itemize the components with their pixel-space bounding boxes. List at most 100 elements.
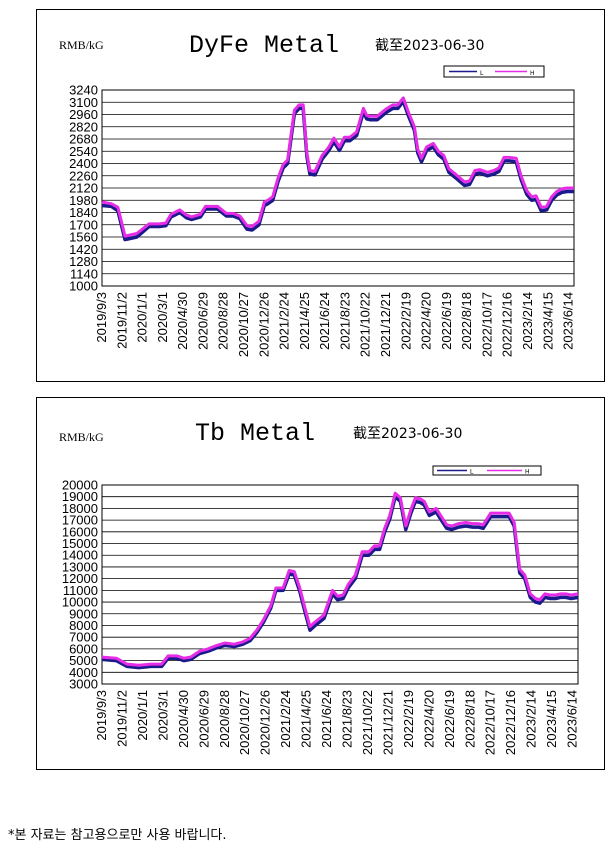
x-tick-label: 2022/2/19 xyxy=(401,690,416,748)
y-tick-label: 1000 xyxy=(69,279,98,294)
y-tick-label: 20000 xyxy=(62,478,98,493)
x-tick-label: 2023/2/14 xyxy=(520,292,535,350)
y-tick-label: 10000 xyxy=(62,595,98,610)
y-tick-label: 2540 xyxy=(69,144,98,159)
x-tick-label: 2020/6/29 xyxy=(195,292,210,350)
y-tick-label: 8000 xyxy=(69,618,98,633)
x-tick-label: 2021/8/23 xyxy=(340,690,355,748)
plot-frame xyxy=(101,484,579,685)
tb-title: Tb Metal xyxy=(195,419,315,448)
y-tick-label: 2820 xyxy=(69,119,98,134)
x-tick-label: 2022/2/19 xyxy=(398,292,413,350)
dyfe-subtitle: 截至2023-06-30 xyxy=(375,38,484,54)
y-tick-label: 2680 xyxy=(69,132,98,147)
tb-legend: L H xyxy=(432,465,542,476)
legend-label-h: H xyxy=(525,469,530,476)
x-tick-label: 2021/6/24 xyxy=(317,292,332,350)
x-tick-label: 2022/12/16 xyxy=(503,690,518,755)
y-tick-label: 1280 xyxy=(69,254,98,269)
x-tick-label: 2019/11/2 xyxy=(114,690,129,747)
x-tick-label: 2020/10/27 xyxy=(236,292,251,357)
y-tick-label: 1980 xyxy=(69,193,98,208)
y-tick-label: 17000 xyxy=(62,513,98,528)
x-tick-label: 2020/1/1 xyxy=(135,690,150,741)
legend-label-l: L xyxy=(470,469,474,476)
x-tick-label: 2022/6/19 xyxy=(442,690,457,748)
y-tick-label: 5000 xyxy=(69,653,98,668)
y-tick-label: 3100 xyxy=(69,95,98,110)
x-tick-label: 2020/6/29 xyxy=(196,690,211,748)
y-tick-label: 1140 xyxy=(70,266,98,281)
x-tick-label: 2021/4/25 xyxy=(297,292,312,350)
x-tick-label: 2023/6/14 xyxy=(565,690,580,748)
x-tick-label: 2020/4/30 xyxy=(175,292,190,350)
x-tick-label: 2020/8/28 xyxy=(216,292,231,350)
legend-label-l: L xyxy=(480,70,484,77)
x-tick-label: 2022/6/19 xyxy=(439,292,454,350)
x-tick-label: 2021/12/21 xyxy=(380,690,395,755)
y-tick-label: 9000 xyxy=(69,606,98,621)
tb-chart: RMB/kG Tb Metal 截至2023-06-30 L H 2000019… xyxy=(59,419,580,755)
series-line-l xyxy=(101,99,574,242)
x-tick-label: 2020/12/26 xyxy=(258,690,273,755)
x-tick-label: 2020/10/27 xyxy=(237,690,252,755)
series-line-l xyxy=(101,494,579,670)
y-tick-label: 2960 xyxy=(69,107,98,122)
x-tick-label: 2019/9/3 xyxy=(94,292,109,343)
y-tick-label: 19000 xyxy=(62,489,98,504)
series-line-h xyxy=(101,491,579,667)
x-tick-label: 2021/10/22 xyxy=(358,292,373,357)
x-tick-label: 2023/4/15 xyxy=(540,292,555,350)
disclaimer-footnote: *본 자료는 참고용으로만 사용 바랍니다. xyxy=(8,828,227,843)
y-tick-label: 11000 xyxy=(63,583,98,598)
y-tick-label: 1420 xyxy=(69,242,98,257)
y-tick-label: 1840 xyxy=(69,205,98,220)
x-tick-label: 2022/8/18 xyxy=(459,292,474,350)
x-tick-label: 2022/12/16 xyxy=(500,292,515,357)
dyfe-title: DyFe Metal xyxy=(189,31,339,60)
series-line-h xyxy=(101,96,574,238)
legend-label-h: H xyxy=(530,70,535,77)
x-tick-label: 2020/1/1 xyxy=(135,292,150,343)
x-tick-label: 2020/4/30 xyxy=(176,690,191,748)
x-tick-label: 2022/10/17 xyxy=(483,690,498,755)
x-tick-label: 2023/2/14 xyxy=(524,690,539,748)
x-tick-label: 2021/8/23 xyxy=(337,292,352,350)
y-tick-label: 2260 xyxy=(69,168,98,183)
x-tick-label: 2021/2/24 xyxy=(278,690,293,748)
y-tick-label: 16000 xyxy=(62,524,98,539)
x-tick-label: 2021/6/24 xyxy=(319,690,334,748)
y-tick-label: 3240 xyxy=(69,83,98,98)
y-tick-label: 2120 xyxy=(69,181,98,196)
dyfe-ylabel: RMB/kG xyxy=(59,38,104,52)
tb-chart-panel: RMB/kG Tb Metal 截至2023-06-30 L H 20000 19… xyxy=(36,397,605,770)
y-tick-label: 7000 xyxy=(69,630,98,645)
dyfe-legend: L H xyxy=(443,65,545,78)
x-tick-label: 2023/6/14 xyxy=(561,292,576,350)
x-tick-label: 2023/4/15 xyxy=(544,690,559,748)
x-tick-label: 2020/3/1 xyxy=(155,292,170,343)
x-tick-label: 2021/10/22 xyxy=(360,690,375,755)
y-tick-label: 18000 xyxy=(62,501,98,516)
x-tick-label: 2022/8/18 xyxy=(462,690,477,748)
x-tick-label: 2019/11/2 xyxy=(114,292,129,349)
x-tick-label: 2020/12/26 xyxy=(256,292,271,357)
x-tick-label: 2022/10/17 xyxy=(479,292,494,357)
x-tick-label: 2022/4/20 xyxy=(419,292,434,350)
y-tick-label: 13000 xyxy=(62,559,98,574)
x-tick-label: 2021/12/21 xyxy=(378,292,393,357)
x-tick-label: 2022/4/20 xyxy=(421,690,436,748)
x-tick-label: 2020/3/1 xyxy=(155,690,170,741)
y-tick-label: 1700 xyxy=(69,217,98,232)
y-tick-label: 1560 xyxy=(69,230,98,245)
tb-ylabel: RMB/kG xyxy=(59,430,104,444)
x-tick-label: 2021/4/25 xyxy=(299,690,314,748)
tb-subtitle: 截至2023-06-30 xyxy=(353,426,462,442)
x-tick-label: 2019/9/3 xyxy=(94,690,109,741)
x-tick-label: 2020/8/28 xyxy=(217,690,232,748)
y-tick-label: 2400 xyxy=(69,156,98,171)
y-tick-label: 3000 xyxy=(69,677,98,692)
dyfe-chart-panel: RMB/kG DyFe Metal 截至2023-06-30 L H 3240 3… xyxy=(36,9,605,382)
y-tick-label: 6000 xyxy=(69,641,98,656)
y-tick-label: 15000 xyxy=(62,536,98,551)
